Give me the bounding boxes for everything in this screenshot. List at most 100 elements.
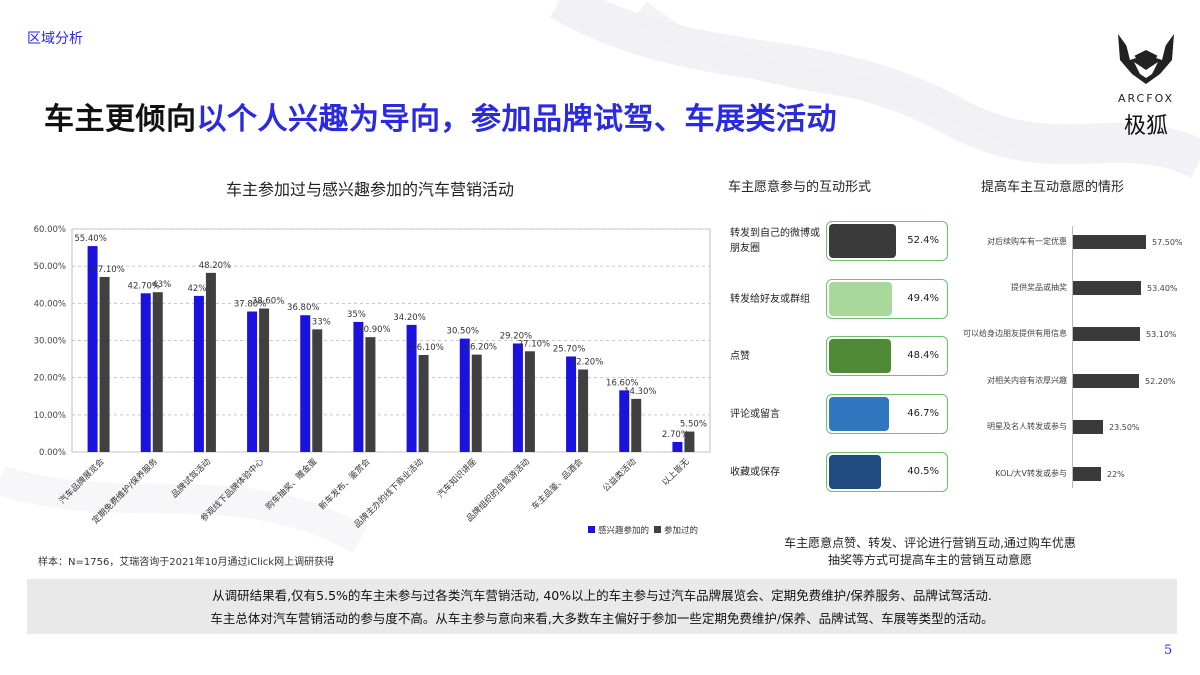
x-category-label: 汽车品牌展览会 xyxy=(57,456,107,506)
title-highlight: 以个人兴趣为导向，参加品牌试驾、车展类活动 xyxy=(196,102,837,137)
motivation-row: 可以给身边朋友提供有用信息 53.10% xyxy=(955,324,1180,344)
interaction-note-line2: 抽奖等方式可提高车主的营销互动意愿 xyxy=(827,553,1032,567)
bar-value-label: 36.80% xyxy=(287,303,319,313)
main-chart-title: 车主参加过与感兴趣参加的汽车营销活动 xyxy=(225,180,514,199)
interaction-label: 点赞 xyxy=(730,350,750,362)
motivation-axis xyxy=(1072,226,1073,488)
bar-interested xyxy=(87,246,98,452)
bar-value-label: 37.80% xyxy=(234,300,266,310)
bar-participated xyxy=(259,308,270,452)
motivation-label: KOL/大V转发或参与 xyxy=(995,469,1067,478)
motivation-value: 53.40% xyxy=(1147,283,1178,293)
y-tick-label: 10.00% xyxy=(34,411,66,421)
motivation-value: 52.20% xyxy=(1145,376,1176,386)
summary-box: 从调研结果看,仅有5.5%的车主未参与过各类汽车营销活动, 40%以上的车主参与… xyxy=(27,579,1177,634)
bar-interested xyxy=(512,343,523,452)
legend-swatch xyxy=(654,526,661,533)
arcfox-logo: ARCFOX 极狐 xyxy=(1104,30,1188,142)
y-tick-label: 30.00% xyxy=(34,337,66,347)
bar-participated xyxy=(684,431,695,452)
interaction-panel-title: 车主愿意参与的互动形式 xyxy=(728,180,872,195)
logo-wordmark: ARCFOX xyxy=(1117,92,1175,105)
bar-participated xyxy=(631,398,642,452)
bar-participated xyxy=(578,369,589,452)
bar-value-label: 43% xyxy=(152,280,171,290)
x-category-label: 汽车知识讲座 xyxy=(435,456,479,500)
bar-interested xyxy=(140,293,151,452)
x-category-label: 以上皆无 xyxy=(660,457,691,488)
bar-interested xyxy=(300,315,311,452)
bar-value-label: 33% xyxy=(312,317,331,327)
motivation-row: 提供奖品或抽奖 53.40% xyxy=(955,278,1180,298)
motivation-bar xyxy=(1073,235,1146,249)
interaction-value: 52.4% xyxy=(907,235,939,246)
motivation-bar xyxy=(1073,281,1141,295)
motivation-row: KOL/大V转发或参与 22% xyxy=(955,464,1180,484)
motivation-label: 对相关内容有浓厚兴趣 xyxy=(987,376,1067,385)
motivation-value: 57.50% xyxy=(1152,237,1183,247)
bar-value-label: 42.70% xyxy=(128,281,160,291)
legend-label: 感兴趣参加的 xyxy=(598,525,649,536)
bar-value-label: 2.70% xyxy=(662,430,689,440)
motivation-value: 22% xyxy=(1107,469,1125,479)
x-category-label: 公益类活动 xyxy=(601,456,639,494)
bar-participated xyxy=(312,329,323,452)
interaction-note: 车主愿意点赞、转发、评论进行营销互动,通过购车优惠 抽奖等方式可提高车主的营销互… xyxy=(760,535,1100,569)
bar-value-label: 38.60% xyxy=(252,297,284,307)
interaction-bar-frame: 49.4% xyxy=(826,279,948,319)
bar-value-label: 16.60% xyxy=(606,378,638,388)
interaction-row: 转发到自己的微博或朋友圈 52.4% xyxy=(730,221,950,261)
motivation-row: 对相关内容有浓厚兴趣 52.20% xyxy=(955,371,1180,391)
section-label: 区域分析 xyxy=(27,31,83,47)
bar-value-label: 26.20% xyxy=(465,343,497,353)
y-tick-label: 0.00% xyxy=(39,448,66,458)
bar-value-label: 48.20% xyxy=(199,261,231,271)
y-tick-label: 50.00% xyxy=(34,262,66,272)
bar-value-label: 29.20% xyxy=(500,331,532,341)
interaction-value: 40.5% xyxy=(907,466,939,477)
interaction-note-line1: 车主愿意点赞、转发、评论进行营销互动,通过购车优惠 xyxy=(784,536,1076,550)
bar-value-label: 55.40% xyxy=(74,234,106,244)
motivation-panel-title: 提高车主互动意愿的情形 xyxy=(981,180,1125,195)
page-title: 车主更倾向以个人兴趣为导向，参加品牌试驾、车展类活动 xyxy=(44,94,837,138)
bar-participated xyxy=(471,354,482,452)
motivation-bar xyxy=(1073,327,1140,341)
legend-swatch xyxy=(588,526,595,533)
interaction-bar-frame: 40.5% xyxy=(826,452,948,492)
motivation-bar xyxy=(1073,374,1139,388)
interaction-value: 49.4% xyxy=(907,293,939,304)
y-tick-label: 60.00% xyxy=(34,225,66,235)
motivation-bar xyxy=(1073,467,1101,481)
bar-interested xyxy=(619,390,630,452)
summary-line1: 从调研结果看,仅有5.5%的车主未参与过各类汽车营销活动, 40%以上的车主参与… xyxy=(212,588,992,603)
bar-interested xyxy=(566,356,577,452)
interaction-label: 转发到自己的微博或朋友圈 xyxy=(730,228,820,254)
bar-interested xyxy=(193,295,204,452)
interaction-row: 评论或留言 46.7% xyxy=(730,394,950,434)
bar-value-label: 34.20% xyxy=(393,313,425,323)
bar-value-label: 26.10% xyxy=(411,343,443,353)
motivation-label: 可以给身边朋友提供有用信息 xyxy=(963,329,1067,338)
bar-value-label: 25.70% xyxy=(553,344,585,354)
bar-interested xyxy=(247,311,258,452)
motivation-label: 对后续购车有一定优惠 xyxy=(987,237,1067,246)
x-category-label: 车主品鉴、品酒会 xyxy=(529,456,585,512)
motivation-value: 53.10% xyxy=(1146,329,1177,339)
motivation-row: 明星及名人转发或参与 23.50% xyxy=(955,417,1180,437)
bar-value-label: 27.10% xyxy=(518,339,550,349)
interaction-bar-fill xyxy=(829,455,881,489)
x-category-label: 新车发布、鉴赏会 xyxy=(317,456,373,512)
x-category-label: 品牌试驾活动 xyxy=(169,456,213,500)
bar-participated xyxy=(524,351,535,452)
bar-value-label: 30.90% xyxy=(358,325,390,335)
motivation-label: 明星及名人转发或参与 xyxy=(987,422,1067,431)
motivation-row: 对后续购车有一定优惠 57.50% xyxy=(955,232,1183,252)
bar-interested xyxy=(459,338,470,452)
bar-interested xyxy=(672,441,683,452)
interaction-value: 46.7% xyxy=(907,408,939,419)
interaction-bar-fill xyxy=(829,282,892,316)
x-category-label: 购车抽奖、赠金蛋 xyxy=(263,456,319,512)
motivation-label: 提供奖品或抽奖 xyxy=(1011,283,1067,292)
interaction-bar-fill xyxy=(829,339,891,373)
title-prefix: 车主更倾向 xyxy=(44,102,197,137)
